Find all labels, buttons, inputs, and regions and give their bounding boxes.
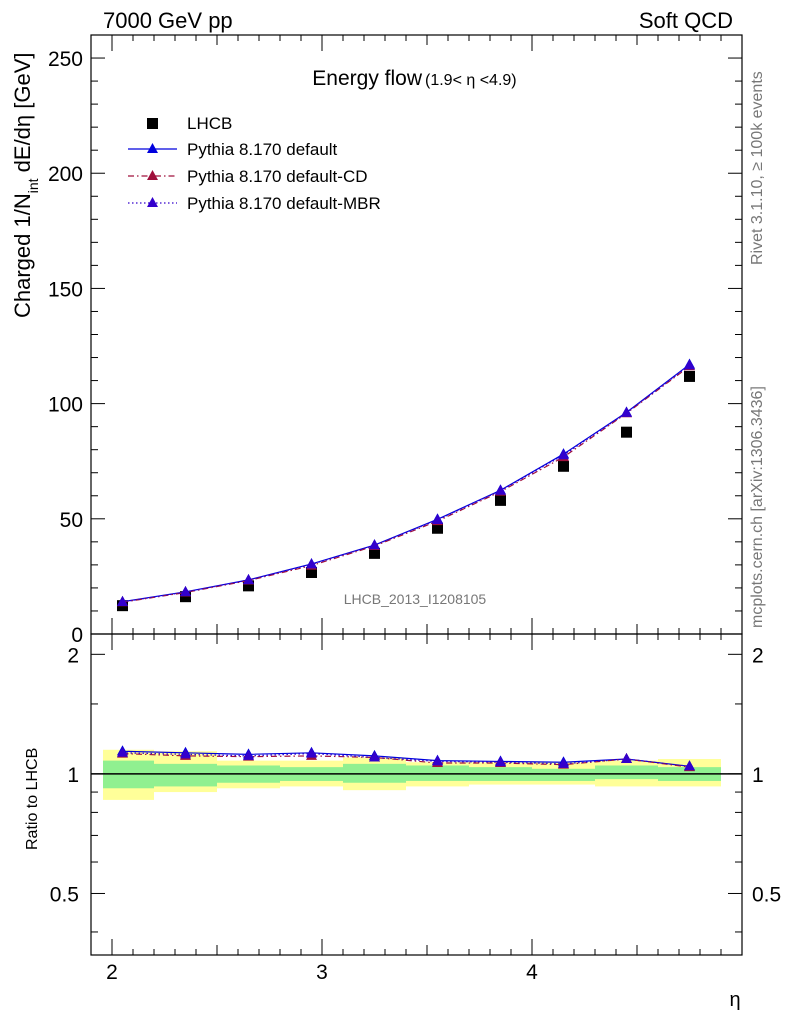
mcplots-label-text: mcplots.cern.ch [arXiv:1306.3436] bbox=[749, 386, 766, 628]
series-point-dotted bbox=[621, 406, 632, 417]
data-point-lhcb bbox=[621, 426, 632, 438]
legend-item-default: Pythia 8.170 default bbox=[128, 140, 338, 159]
legend-marker-triangle-default bbox=[147, 143, 158, 153]
ratio-line-solid bbox=[122, 750, 690, 767]
ratio-band-stat bbox=[595, 765, 658, 780]
ratio-point-dotted bbox=[369, 751, 380, 762]
series-point-dotted bbox=[180, 586, 191, 597]
data-point-lhcb bbox=[432, 522, 443, 534]
series-point-dotted bbox=[369, 539, 380, 550]
mcplots-label: mcplots.cern.ch [arXiv:1306.3436] bbox=[749, 386, 766, 628]
ratio-point-dotted bbox=[117, 746, 128, 757]
ratio-point-dotted bbox=[243, 749, 254, 760]
rivet-label-text: Rivet 3.1.10, ≥ 100k events bbox=[749, 71, 766, 265]
chart-title: Energy flow bbox=[312, 67, 423, 90]
ratio-ytick-label-right: 1 bbox=[752, 764, 764, 787]
data-point-lhcb bbox=[495, 494, 506, 506]
main-ytick-label: 0 bbox=[71, 624, 83, 647]
ratio-band-stat bbox=[154, 763, 217, 787]
ratio-xtick-label: 3 bbox=[316, 961, 328, 984]
legend-item-cd: Pythia 8.170 default-CD bbox=[128, 167, 368, 186]
ratio-bands bbox=[91, 749, 742, 800]
ratio-point-dotted bbox=[432, 755, 443, 766]
series-point-dotted bbox=[684, 359, 695, 370]
main-ylabel-text: Charged 1/N bbox=[10, 193, 35, 318]
header-left: 7000 GeV pp bbox=[103, 8, 233, 33]
legend-label-data: LHCB bbox=[187, 114, 232, 133]
series-point-dotted bbox=[495, 484, 506, 495]
legend-label-default: Pythia 8.170 default bbox=[187, 140, 338, 159]
legend-marker-triangle-cd bbox=[147, 170, 158, 180]
chart-title-cut: (1.9< η <4.9) bbox=[425, 72, 517, 89]
header-right: Soft QCD bbox=[639, 8, 733, 33]
legend-marker-triangle-mbr bbox=[147, 197, 158, 207]
main-ylabel-tail: dE/dη [GeV] bbox=[10, 52, 35, 178]
series-point-dotted bbox=[243, 574, 254, 585]
legend-label-cd: Pythia 8.170 default-CD bbox=[187, 167, 368, 186]
ratio-point-dotted bbox=[495, 756, 506, 767]
ratio-point-dotted bbox=[306, 747, 317, 758]
data-point-lhcb bbox=[684, 370, 695, 382]
ratio-band-stat bbox=[532, 768, 595, 781]
ratio-frame bbox=[90, 633, 743, 956]
ratio-point-dotted bbox=[684, 760, 695, 771]
series-point-dotted bbox=[306, 558, 317, 569]
main-ylabel-sub: int bbox=[25, 178, 41, 193]
ratio-xtick-label: 4 bbox=[526, 961, 538, 984]
data-point-lhcb bbox=[243, 580, 254, 592]
ratio-plot bbox=[117, 745, 695, 772]
series-point-dotted bbox=[117, 595, 128, 606]
ratio-ytick-label-right: 2 bbox=[752, 644, 764, 667]
legend-item-data: LHCB bbox=[147, 114, 232, 133]
main-plot bbox=[117, 358, 695, 612]
ratio-ylabel-text: Ratio to LHCB bbox=[24, 748, 41, 850]
main-ytick-label: 200 bbox=[48, 163, 83, 186]
ratio-ytick-label-right: 0.5 bbox=[752, 883, 781, 906]
ratio-point-dotted bbox=[621, 753, 632, 764]
series-point-dotted bbox=[558, 449, 569, 460]
series-point-dotted bbox=[432, 513, 443, 524]
rivet-label: Rivet 3.1.10, ≥ 100k events bbox=[749, 71, 766, 265]
svg-text:Charged 1/Nint dE/dη [GeV]: Charged 1/Nint dE/dη [GeV] bbox=[10, 52, 41, 318]
main-ytick-label: 250 bbox=[48, 48, 83, 71]
main-ytick-label: 100 bbox=[48, 394, 83, 417]
ratio-point-dotted bbox=[558, 757, 569, 768]
ratio-xtick-label: 2 bbox=[106, 961, 118, 984]
data-point-lhcb bbox=[369, 547, 380, 559]
ratio-line-dotted bbox=[122, 752, 690, 767]
ratio-ytick-label-left: 0.5 bbox=[50, 883, 79, 906]
series-line-dotted bbox=[122, 364, 690, 603]
ratio-point-dotted bbox=[180, 748, 191, 759]
series-line-solid bbox=[122, 363, 690, 603]
data-point-lhcb bbox=[558, 460, 569, 472]
analysis-tag: LHCB_2013_I1208105 bbox=[344, 591, 487, 607]
data-point-lhcb bbox=[180, 591, 191, 603]
legend-item-mbr: Pythia 8.170 default-MBR bbox=[128, 194, 381, 213]
axes: 0 50 100 150 200 250 2 3 4 0.5 0.5 1 1 2 2 bbox=[48, 34, 781, 984]
main-ytick-label: 150 bbox=[48, 278, 83, 301]
ratio-ylabel: Ratio to LHCB bbox=[24, 748, 41, 850]
data-point-lhcb bbox=[306, 566, 317, 578]
main-ytick-label: 50 bbox=[60, 509, 83, 532]
ratio-ytick-label-left: 1 bbox=[67, 764, 79, 787]
legend-marker-square bbox=[147, 118, 158, 129]
x-axis-label: η bbox=[729, 989, 740, 1011]
series-line-dashdot bbox=[122, 365, 690, 603]
ratio-ytick-label-left: 2 bbox=[67, 644, 79, 667]
main-ylabel: Charged 1/Nint dE/dη [GeV] bbox=[10, 52, 41, 318]
legend: LHCB Pythia 8.170 default Pythia 8.170 d… bbox=[128, 114, 381, 213]
legend-label-mbr: Pythia 8.170 default-MBR bbox=[187, 194, 381, 213]
